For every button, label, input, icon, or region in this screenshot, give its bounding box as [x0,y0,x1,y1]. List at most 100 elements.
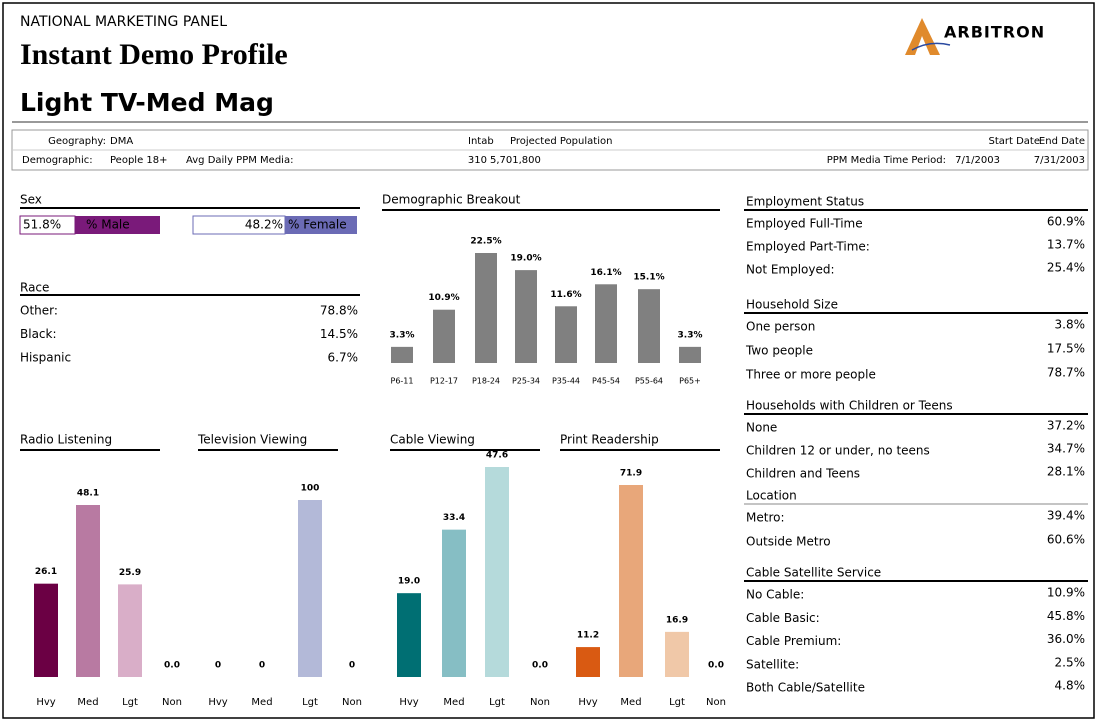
value-label: 25.9 [119,568,141,578]
category-label: Non [162,697,182,708]
row-value: 78.7% [1047,366,1085,380]
bar [555,306,577,363]
category-label: P65+ [679,377,701,386]
category-label: Hvy [399,697,418,708]
category-label: Non [530,697,550,708]
bar [638,289,660,363]
value-label: 71.9 [620,469,642,479]
info-label: PPM Media Time Period: [827,155,946,166]
category-label: P35-44 [552,377,580,386]
row-value: 25.4% [1047,261,1085,275]
category-label: P6-11 [391,377,414,386]
row-value: 39.4% [1047,509,1085,523]
row-label: Not Employed: [746,263,835,277]
bar [433,309,455,363]
value-label: 100 [301,484,320,494]
row-value: 14.5% [320,327,358,341]
bar [76,505,100,677]
row-value: 60.9% [1047,215,1085,229]
row-label: Two people [745,344,813,358]
row-value: 4.8% [1055,679,1086,693]
female-value: 48.2% [245,218,283,232]
info-value: 5,701,800 [490,155,541,166]
category-label: Hvy [578,697,597,708]
logo-swoosh [911,42,951,51]
category-label: Lgt [489,697,505,708]
male-label: % Male [86,218,130,232]
row-value: 6.7% [328,351,359,365]
row-value: 36.0% [1047,632,1085,646]
bar [34,583,58,677]
bar [665,631,689,677]
category-label: P12-17 [430,377,458,386]
info-label: Projected Population [510,136,612,147]
value-label: 11.2 [577,631,599,641]
category-label: Lgt [122,697,138,708]
row-label: One person [746,320,815,334]
value-label: 19.0 [398,577,420,587]
category-label: Med [620,697,641,708]
section-title: Sex [20,193,42,207]
row-value: 78.8% [320,304,358,318]
section-title: Race [20,281,49,295]
row-value: 3.8% [1055,318,1086,332]
info-label: Intab [468,136,494,147]
category-label: Med [443,697,464,708]
value-label: 0.0 [164,661,180,671]
category-label: Non [706,697,726,708]
row-label: Metro: [746,511,785,525]
category-label: Hvy [208,697,227,708]
chart-title: Cable Viewing [390,433,475,447]
bar [391,346,413,363]
bar [679,346,701,363]
value-label: 16.9 [666,615,688,625]
value-label: 0 [349,661,355,671]
value-label: 10.9% [428,293,459,303]
value-label: 0 [215,661,221,671]
row-label: Outside Metro [746,535,831,549]
category-label: Lgt [302,697,318,708]
value-label: 11.6% [550,290,581,300]
bar [298,500,322,677]
value-label: 33.4 [443,513,465,523]
report-subtitle: Light TV-Med Mag [20,88,274,117]
row-label: No Cable: [746,588,804,602]
chart-title: Radio Listening [20,433,112,447]
info-label: Start Date [988,136,1040,147]
row-value: 13.7% [1047,238,1085,252]
category-label: Hvy [36,697,55,708]
chart-title: Demographic Breakout [382,193,521,207]
logo-mark [905,18,940,55]
row-label: Employed Part-Time: [746,240,870,254]
category-label: Non [342,697,362,708]
category-label: Med [77,697,98,708]
chart-title: Television Viewing [197,433,307,447]
value-label: 3.3% [678,330,703,340]
bar [576,647,600,677]
row-label: Both Cable/Satellite [746,681,865,695]
bar [515,270,537,363]
row-label: Cable Premium: [746,634,841,648]
section-title: Cable Satellite Service [746,566,881,580]
female-fill [285,216,357,234]
row-value: 2.5% [1055,655,1086,669]
panel-name: NATIONAL MARKETING PANEL [20,14,227,30]
row-value: 28.1% [1047,465,1085,479]
value-label: 15.1% [633,273,664,283]
row-label: Children 12 or under, no teens [746,444,930,458]
category-label: P55-64 [635,377,663,386]
value-label: 0.0 [532,661,548,671]
info-label: Demographic: [22,155,93,166]
bar [485,467,509,677]
row-label: Three or more people [745,368,876,382]
value-label: 22.5% [470,237,501,247]
bar [475,253,497,363]
logo-text: ARBITRON [944,23,1045,42]
info-label: Avg Daily PPM Media: [186,155,293,166]
chart-title: Print Readership [560,433,659,447]
category-label: Med [251,697,272,708]
category-label: P18-24 [472,377,500,386]
bar [397,593,421,677]
row-value: 60.6% [1047,533,1085,547]
